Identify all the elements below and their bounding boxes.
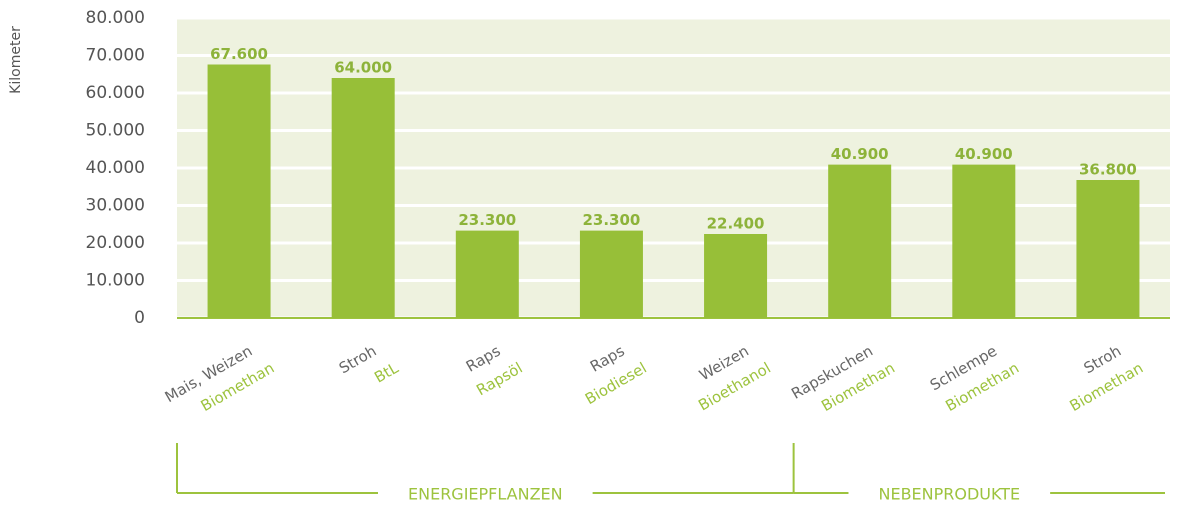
group-label: ENERGIEPFLANZEN (408, 485, 563, 504)
y-tick-label: 20.000 (86, 233, 145, 253)
y-axis-label: Kilometer (8, 26, 24, 94)
value-label: 23.300 (582, 211, 640, 229)
bar (952, 164, 1016, 318)
value-label: 40.900 (955, 145, 1013, 163)
value-label: 67.600 (210, 45, 268, 63)
y-tick-label: 10.000 (86, 271, 145, 291)
x-tick-sublabel: BtL (371, 358, 402, 386)
bar (704, 234, 768, 318)
y-tick-label: 60.000 (86, 83, 145, 103)
bar (1076, 180, 1140, 318)
value-label: 36.800 (1079, 161, 1137, 179)
y-tick-label: 50.000 (86, 121, 145, 141)
y-tick-label: 80.000 (86, 8, 145, 28)
y-tick-label: 70.000 (86, 46, 145, 66)
group-label: NEBENPRODUKTE (878, 485, 1020, 504)
value-label: 22.400 (707, 215, 765, 233)
value-label: 40.900 (831, 145, 889, 163)
value-label: 64.000 (334, 59, 392, 77)
y-tick-label: 40.000 (86, 158, 145, 178)
bar (455, 230, 519, 318)
y-tick-label: 0 (134, 308, 145, 328)
bar (828, 164, 892, 318)
y-tick-label: 30.000 (86, 196, 145, 216)
bar (331, 78, 395, 318)
bar (579, 230, 643, 318)
bar (207, 64, 271, 318)
value-label: 23.300 (458, 211, 516, 229)
